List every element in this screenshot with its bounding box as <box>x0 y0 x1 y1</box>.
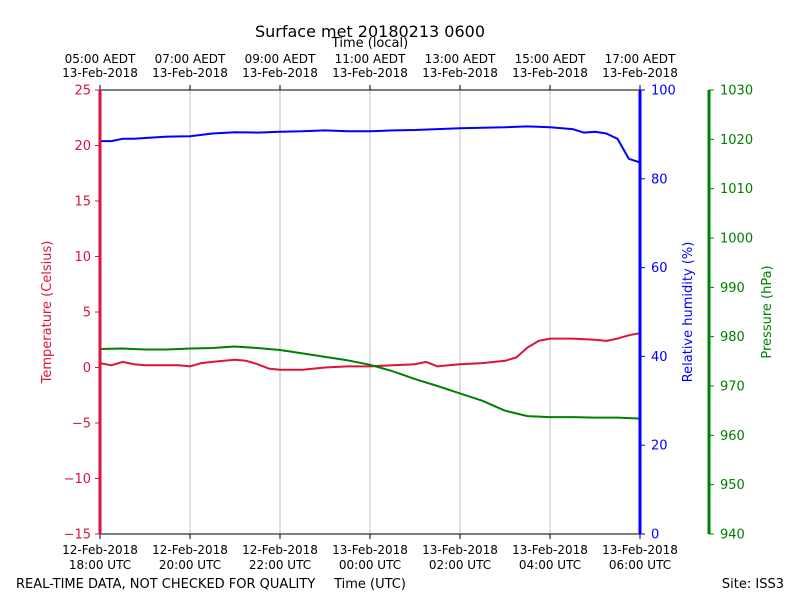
site-label: Site: ISS3 <box>722 577 784 592</box>
top-tick-date: 13-Feb-2018 <box>332 66 408 80</box>
top-tick-time: 11:00 AEDT <box>335 52 406 66</box>
humidity-tick-label: 20 <box>651 439 668 454</box>
series-temperature <box>99 332 641 371</box>
humidity-tick-label: 40 <box>651 350 668 365</box>
x-tick-date: 13-Feb-2018 <box>422 543 498 557</box>
quality-disclaimer: REAL-TIME DATA, NOT CHECKED FOR QUALITY <box>16 577 315 592</box>
top-tick-date: 13-Feb-2018 <box>422 66 498 80</box>
pressure-axis-label: Pressure (hPa) <box>760 265 775 358</box>
pressure-tick-label: 980 <box>720 330 745 345</box>
top-tick-time: 09:00 AEDT <box>245 52 316 66</box>
series-relative-humidity <box>100 125 641 164</box>
top-tick-date: 13-Feb-2018 <box>512 66 588 80</box>
top-tick-time: 07:00 AEDT <box>155 52 226 66</box>
temperature-axis: −15 −10 −5 0 5 10 15 20 25 Temperature (Celsius) <box>40 84 102 543</box>
top-tick-date: 13-Feb-2018 <box>602 66 678 80</box>
x-tick-date: 12-Feb-2018 <box>152 543 228 557</box>
top-tick-date: 13-Feb-2018 <box>62 66 138 80</box>
temperature-tick-label: 15 <box>74 195 91 210</box>
temperature-tick-label: 0 <box>83 361 91 376</box>
top-tick-time: 15:00 AEDT <box>515 52 586 66</box>
series-pressure <box>99 345 641 420</box>
x-tick-date: 13-Feb-2018 <box>602 543 678 557</box>
x-tick-time: 06:00 UTC <box>609 558 671 572</box>
top-tick-time: 13:00 AEDT <box>425 52 496 66</box>
temperature-tick-label: 20 <box>74 139 91 154</box>
x-axis-label: Time (UTC) <box>333 577 406 592</box>
temperature-tick-label: −10 <box>64 472 91 487</box>
series-layer <box>99 125 641 420</box>
x-tick-date: 12-Feb-2018 <box>242 543 318 557</box>
x-tick-time: 02:00 UTC <box>429 558 491 572</box>
humidity-tick-label: 0 <box>651 528 659 543</box>
x-tick-time: 20:00 UTC <box>159 558 221 572</box>
temperature-tick-label: −15 <box>64 528 91 543</box>
humidity-axis: 0 20 40 60 80 100 Relative humidity (%) <box>638 84 696 543</box>
temperature-axis-label: Temperature (Celsius) <box>40 241 55 385</box>
humidity-tick-label: 80 <box>651 172 668 187</box>
x-tick-time: 00:00 UTC <box>339 558 401 572</box>
pressure-axis: 940 950 960 970 980 990 1000 1010 1020 1030 Pressu… <box>707 84 775 543</box>
top-tick-date: 13-Feb-2018 <box>152 66 228 80</box>
pressure-tick-label: 1000 <box>720 232 753 247</box>
temperature-tick-label: −5 <box>72 417 91 432</box>
x-tick-time: 22:00 UTC <box>249 558 311 572</box>
x-tick-date: 13-Feb-2018 <box>332 543 408 557</box>
pressure-tick-label: 960 <box>720 429 745 444</box>
vertical-gridlines <box>189 90 551 534</box>
pressure-tick-label: 1010 <box>720 182 753 197</box>
temperature-tick-label: 5 <box>83 306 91 321</box>
top-tick-date: 13-Feb-2018 <box>242 66 318 80</box>
pressure-tick-label: 950 <box>720 478 745 493</box>
x-tick-date: 12-Feb-2018 <box>62 543 138 557</box>
top-tick-time: 17:00 AEDT <box>605 52 676 66</box>
humidity-axis-label: Relative humidity (%) <box>681 242 696 383</box>
x-tick-date: 13-Feb-2018 <box>512 543 588 557</box>
chart-title: Surface met 20180213 0600 <box>255 22 485 41</box>
pressure-tick-label: 990 <box>720 281 745 296</box>
temperature-tick-label: 10 <box>74 250 91 265</box>
temperature-tick-label: 25 <box>74 84 91 99</box>
pressure-tick-label: 1020 <box>720 133 753 148</box>
humidity-tick-label: 100 <box>651 84 676 99</box>
x-tick-time: 04:00 UTC <box>519 558 581 572</box>
top-tick-time: 05:00 AEDT <box>65 52 136 66</box>
pressure-tick-label: 970 <box>720 380 745 395</box>
top-axis-label: Time (local) <box>331 36 408 51</box>
pressure-tick-label: 940 <box>720 528 745 543</box>
humidity-tick-label: 60 <box>651 261 668 276</box>
pressure-tick-label: 1030 <box>720 84 753 99</box>
x-tick-time: 18:00 UTC <box>69 558 131 572</box>
